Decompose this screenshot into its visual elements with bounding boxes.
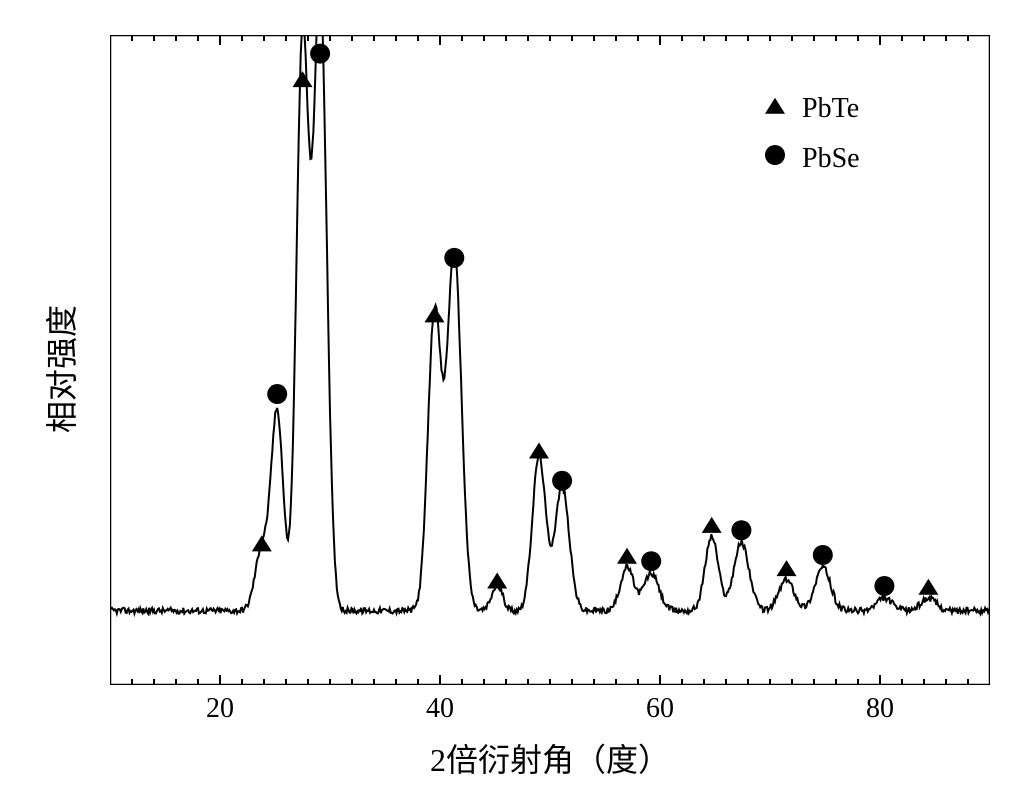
circle-icon	[760, 140, 790, 170]
legend-item: PbTe	[760, 90, 859, 128]
pbse-marker-icon	[765, 145, 785, 165]
figure-container: 相对强度 2倍衍射角（度） 20 40 60 80 PbTe PbSe	[0, 0, 1023, 794]
pbse-marker-icon	[813, 545, 833, 565]
triangle-icon	[760, 90, 790, 120]
pbte-marker-icon	[293, 71, 313, 87]
pbse-marker-icon	[731, 520, 751, 540]
x-axis-label: 2倍衍射角（度）	[350, 735, 750, 781]
pbte-marker-icon	[425, 306, 445, 322]
xrd-chart-svg	[110, 35, 990, 685]
plot-area	[110, 35, 990, 685]
pbte-marker-icon	[529, 443, 549, 459]
pbse-marker-icon	[874, 576, 894, 596]
x-tick-label: 20	[206, 693, 234, 725]
x-tick-label: 40	[426, 693, 454, 725]
pbte-marker-icon	[702, 517, 722, 533]
pbte-marker-icon	[765, 98, 785, 114]
legend-label: PbTe	[802, 93, 859, 125]
pbte-marker-icon	[777, 560, 797, 576]
pbte-marker-icon	[617, 548, 637, 564]
pbse-marker-icon	[444, 248, 464, 268]
pbte-marker-icon	[918, 579, 938, 595]
x-tick-label: 80	[866, 693, 894, 725]
pbse-marker-icon	[641, 551, 661, 571]
legend-item: PbSe	[760, 140, 860, 178]
y-axis-label: 相对强度	[37, 293, 83, 433]
pbte-marker-icon	[252, 535, 272, 551]
pbse-marker-icon	[552, 471, 572, 491]
pbte-marker-icon	[487, 573, 507, 589]
legend-label: PbSe	[802, 143, 860, 175]
x-tick-label: 60	[646, 693, 674, 725]
pbse-marker-icon	[267, 384, 287, 404]
pbse-marker-icon	[310, 44, 330, 64]
